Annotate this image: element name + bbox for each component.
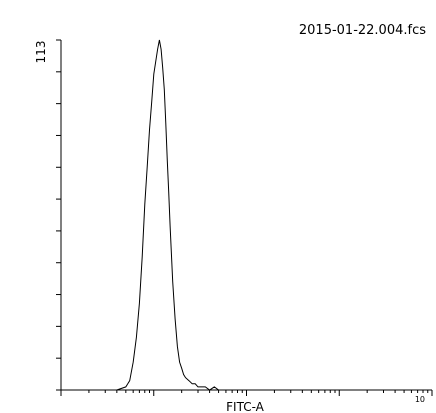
x-axis-max-tick-label: 10 (415, 395, 425, 404)
chart-title: 2015-01-22.004.fcs (299, 23, 426, 38)
x-axis-ticks (60, 390, 433, 396)
axes (60, 40, 432, 391)
y-axis-ticks (56, 39, 61, 391)
histogram-series-line (116, 39, 238, 391)
y-axis-max-tick-label: 113 (34, 41, 48, 64)
x-axis-label: FITC-A (226, 400, 265, 413)
